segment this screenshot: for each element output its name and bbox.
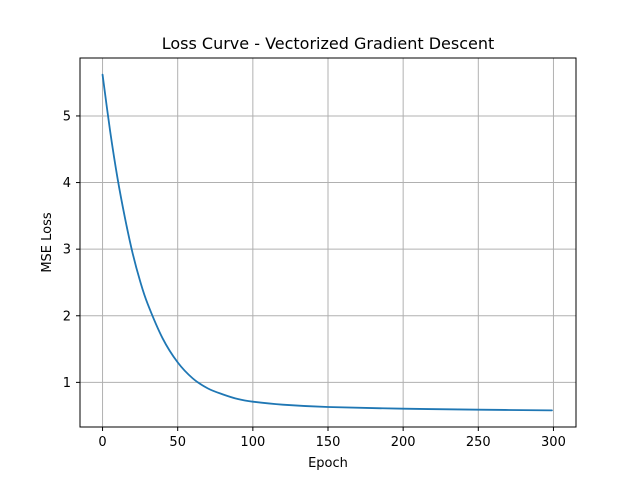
- grid: [80, 58, 576, 427]
- x-axis: 0 50 100 150 200 250 300: [98, 427, 566, 450]
- x-axis-label: Epoch: [308, 456, 348, 471]
- x-tick-label: 50: [169, 435, 186, 450]
- chart-title: Loss Curve - Vectorized Gradient Descent: [162, 34, 495, 53]
- x-tick-label: 150: [316, 435, 341, 450]
- loss-series-line: [101, 73, 553, 412]
- x-tick-label: 100: [240, 435, 265, 450]
- y-tick-label: 4: [63, 176, 71, 191]
- y-axis: 1 2 3 4 5: [63, 109, 80, 391]
- x-tick-label: 300: [541, 435, 566, 450]
- y-tick-label: 1: [63, 376, 71, 391]
- series-layer: [101, 73, 553, 412]
- y-tick-label: 2: [63, 309, 71, 324]
- y-axis-label: MSE Loss: [40, 212, 55, 273]
- x-tick-label: 200: [391, 435, 416, 450]
- x-tick-label: 250: [466, 435, 491, 450]
- y-tick-label: 5: [63, 109, 71, 124]
- y-tick-label: 3: [63, 243, 71, 258]
- x-tick-label: 0: [98, 435, 106, 450]
